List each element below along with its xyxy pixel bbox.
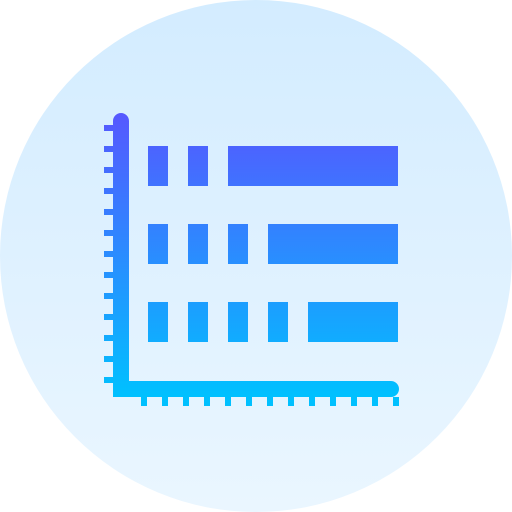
bar-chart-icon bbox=[0, 0, 512, 512]
icon-container bbox=[0, 0, 512, 512]
background-circle bbox=[0, 0, 512, 512]
